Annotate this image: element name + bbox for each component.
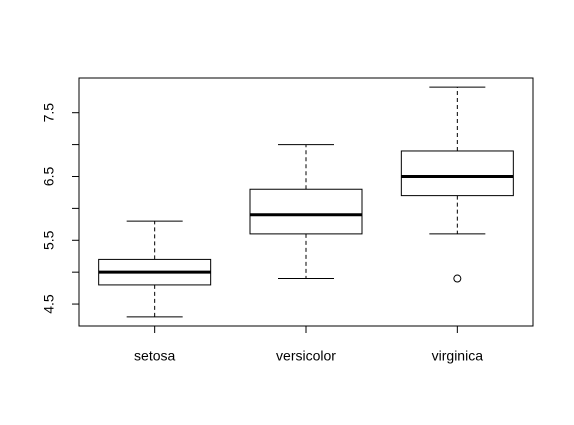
box (249, 188, 363, 235)
y-tick-label: 4.5 (41, 294, 57, 314)
outlier (453, 274, 462, 283)
y-tick-label: 6.5 (41, 167, 57, 187)
x-tick-label: versicolor (276, 348, 336, 364)
y-tick-label: 7.5 (41, 103, 57, 123)
x-tick-label: setosa (134, 348, 175, 364)
y-tick-label: 5.5 (41, 230, 57, 250)
box (400, 150, 514, 197)
x-tick-label: virginica (432, 348, 484, 364)
